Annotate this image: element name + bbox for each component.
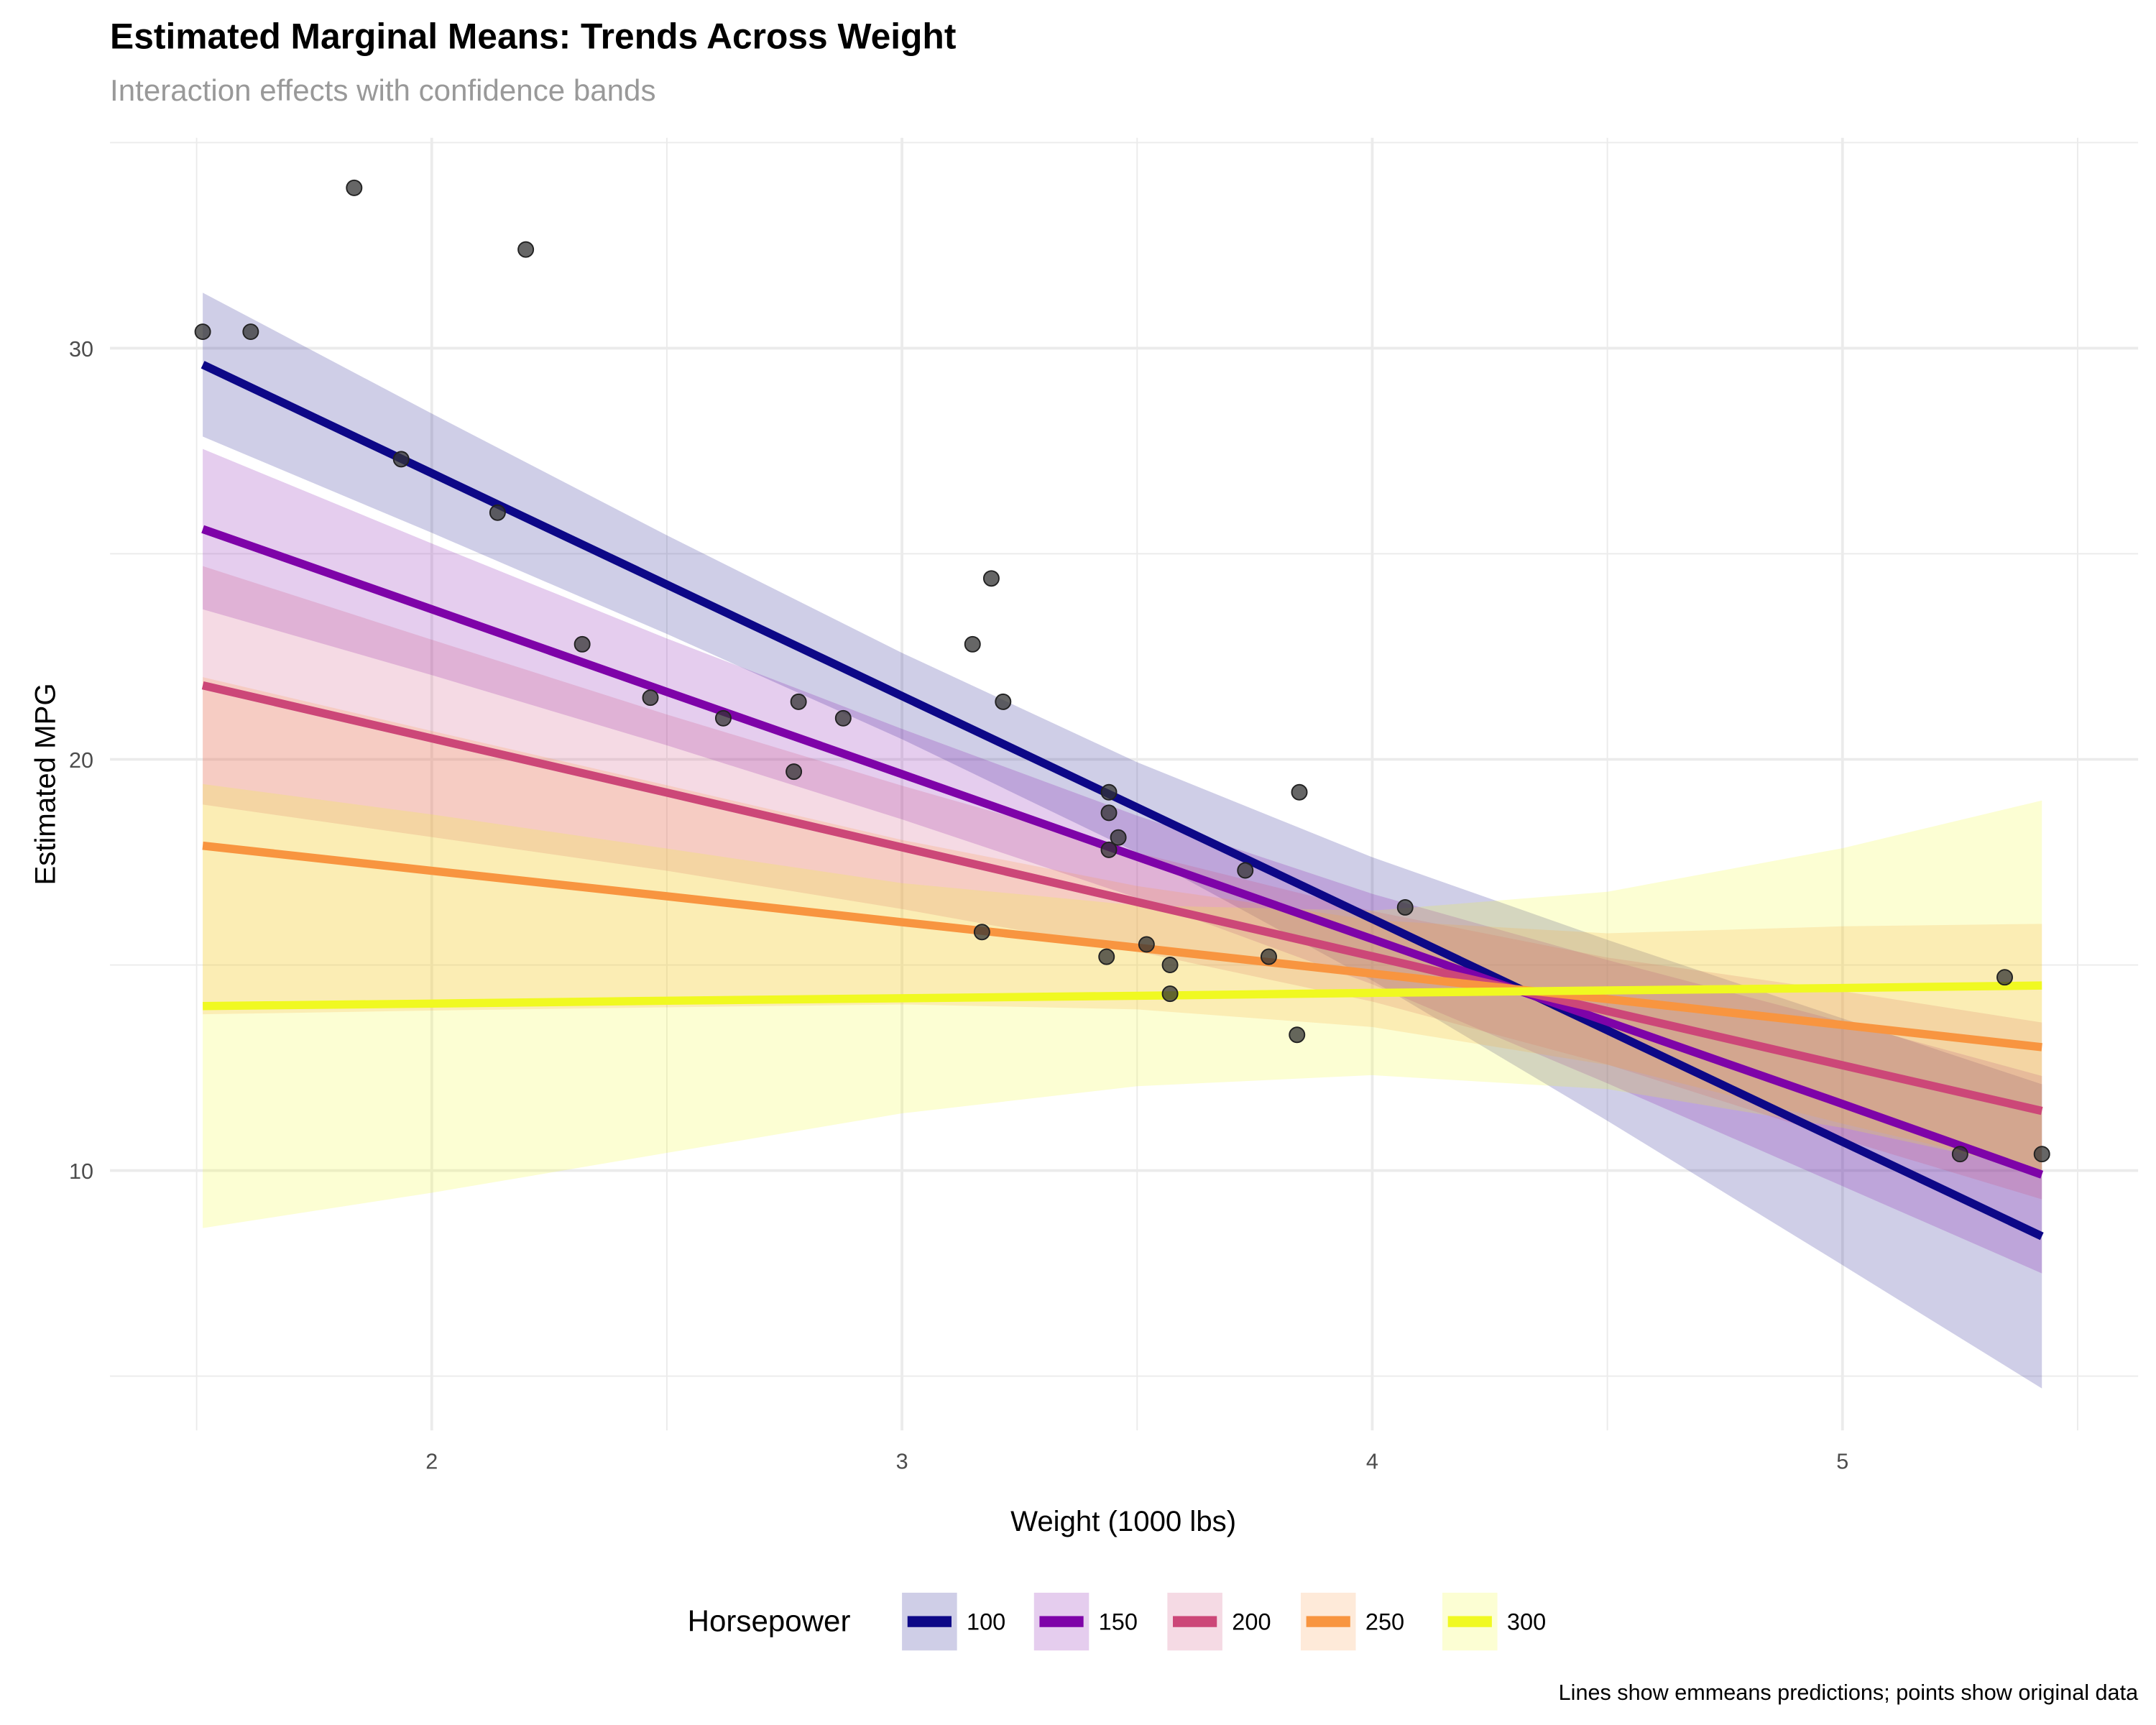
data-point — [346, 179, 363, 196]
x-tick-label: 3 — [896, 1450, 908, 1474]
data-point — [982, 570, 1000, 587]
data-point — [834, 709, 852, 727]
data-point — [642, 689, 659, 707]
data-point — [1996, 969, 2014, 986]
legend-line-swatch — [1173, 1616, 1217, 1627]
data-point — [1237, 862, 1254, 879]
legend-title: Horsepower — [688, 1604, 851, 1638]
grid-lines — [110, 137, 2139, 1431]
data-point — [242, 323, 259, 341]
y-tick-label: 20 — [69, 748, 93, 773]
data-point — [964, 635, 981, 653]
prediction-line-250 — [202, 841, 2042, 1052]
legend-line-swatch — [1447, 1616, 1492, 1627]
data-point — [1261, 948, 1277, 965]
data-point — [1110, 829, 1127, 846]
data-point — [517, 241, 535, 258]
prediction-line-300 — [203, 981, 2042, 1011]
x-tick-label: 4 — [1366, 1450, 1378, 1474]
data-point — [1291, 783, 1308, 801]
data-point — [1161, 957, 1179, 974]
legend-label: 100 — [967, 1609, 1005, 1635]
data-point — [1951, 1146, 1968, 1163]
data-point — [1100, 783, 1118, 801]
legend-label: 150 — [1099, 1609, 1138, 1635]
data-point — [2033, 1146, 2050, 1163]
data-point — [1161, 985, 1179, 1003]
data-point — [1289, 1026, 1306, 1044]
data-point — [1100, 841, 1118, 858]
legend-key-250 — [1300, 1592, 1356, 1651]
data-point — [194, 323, 211, 341]
legend-line-swatch — [1306, 1616, 1350, 1627]
legend: Horsepower 100 150 200 250 300 — [688, 1592, 1546, 1651]
data-point — [1100, 804, 1118, 822]
x-tick-label: 5 — [1836, 1450, 1848, 1474]
legend-key-200 — [1167, 1592, 1222, 1651]
data-point — [392, 451, 410, 468]
y-tick-label: 10 — [69, 1159, 93, 1184]
legend-key-300 — [1442, 1592, 1498, 1651]
chart-caption: Lines show emmeans predictions; points s… — [1559, 1680, 2139, 1705]
data-point — [995, 693, 1012, 710]
x-tick-labels: 2 3 4 5 — [425, 1450, 1848, 1474]
prediction-line-200 — [201, 681, 2043, 1116]
data-point — [790, 693, 807, 710]
legend-label: 300 — [1507, 1609, 1546, 1635]
data-points — [194, 179, 2050, 1163]
y-axis-title: Estimated MPG — [29, 683, 62, 885]
confidence-band-250 — [203, 677, 2042, 1171]
y-tick-label: 30 — [69, 337, 93, 362]
data-point — [573, 635, 591, 653]
legend-line-swatch — [1039, 1616, 1084, 1627]
confidence-band-150 — [203, 448, 2042, 1274]
data-point — [1098, 948, 1115, 965]
legend-label: 250 — [1365, 1609, 1404, 1635]
data-point — [489, 504, 506, 521]
data-point — [786, 763, 803, 781]
data-point — [1138, 936, 1155, 953]
y-tick-labels: 10 20 30 — [69, 337, 93, 1184]
data-point — [973, 924, 990, 941]
chart-title: Estimated Marginal Means: Trends Across … — [110, 16, 956, 56]
data-point — [714, 709, 732, 727]
data-point — [1396, 898, 1414, 916]
prediction-line-150 — [201, 525, 2044, 1179]
legend-line-swatch — [907, 1616, 952, 1627]
legend-key-100 — [902, 1592, 957, 1651]
chart-subtitle: Interaction effects with confidence band… — [110, 73, 655, 107]
legend-key-150 — [1033, 1592, 1089, 1651]
x-tick-label: 2 — [425, 1450, 438, 1474]
x-axis-title: Weight (1000 lbs) — [1010, 1505, 1236, 1537]
confidence-band-200 — [203, 566, 2042, 1200]
prediction-line-100 — [201, 361, 2044, 1241]
legend-label: 200 — [1232, 1609, 1271, 1635]
prediction-lines — [201, 361, 2044, 1241]
